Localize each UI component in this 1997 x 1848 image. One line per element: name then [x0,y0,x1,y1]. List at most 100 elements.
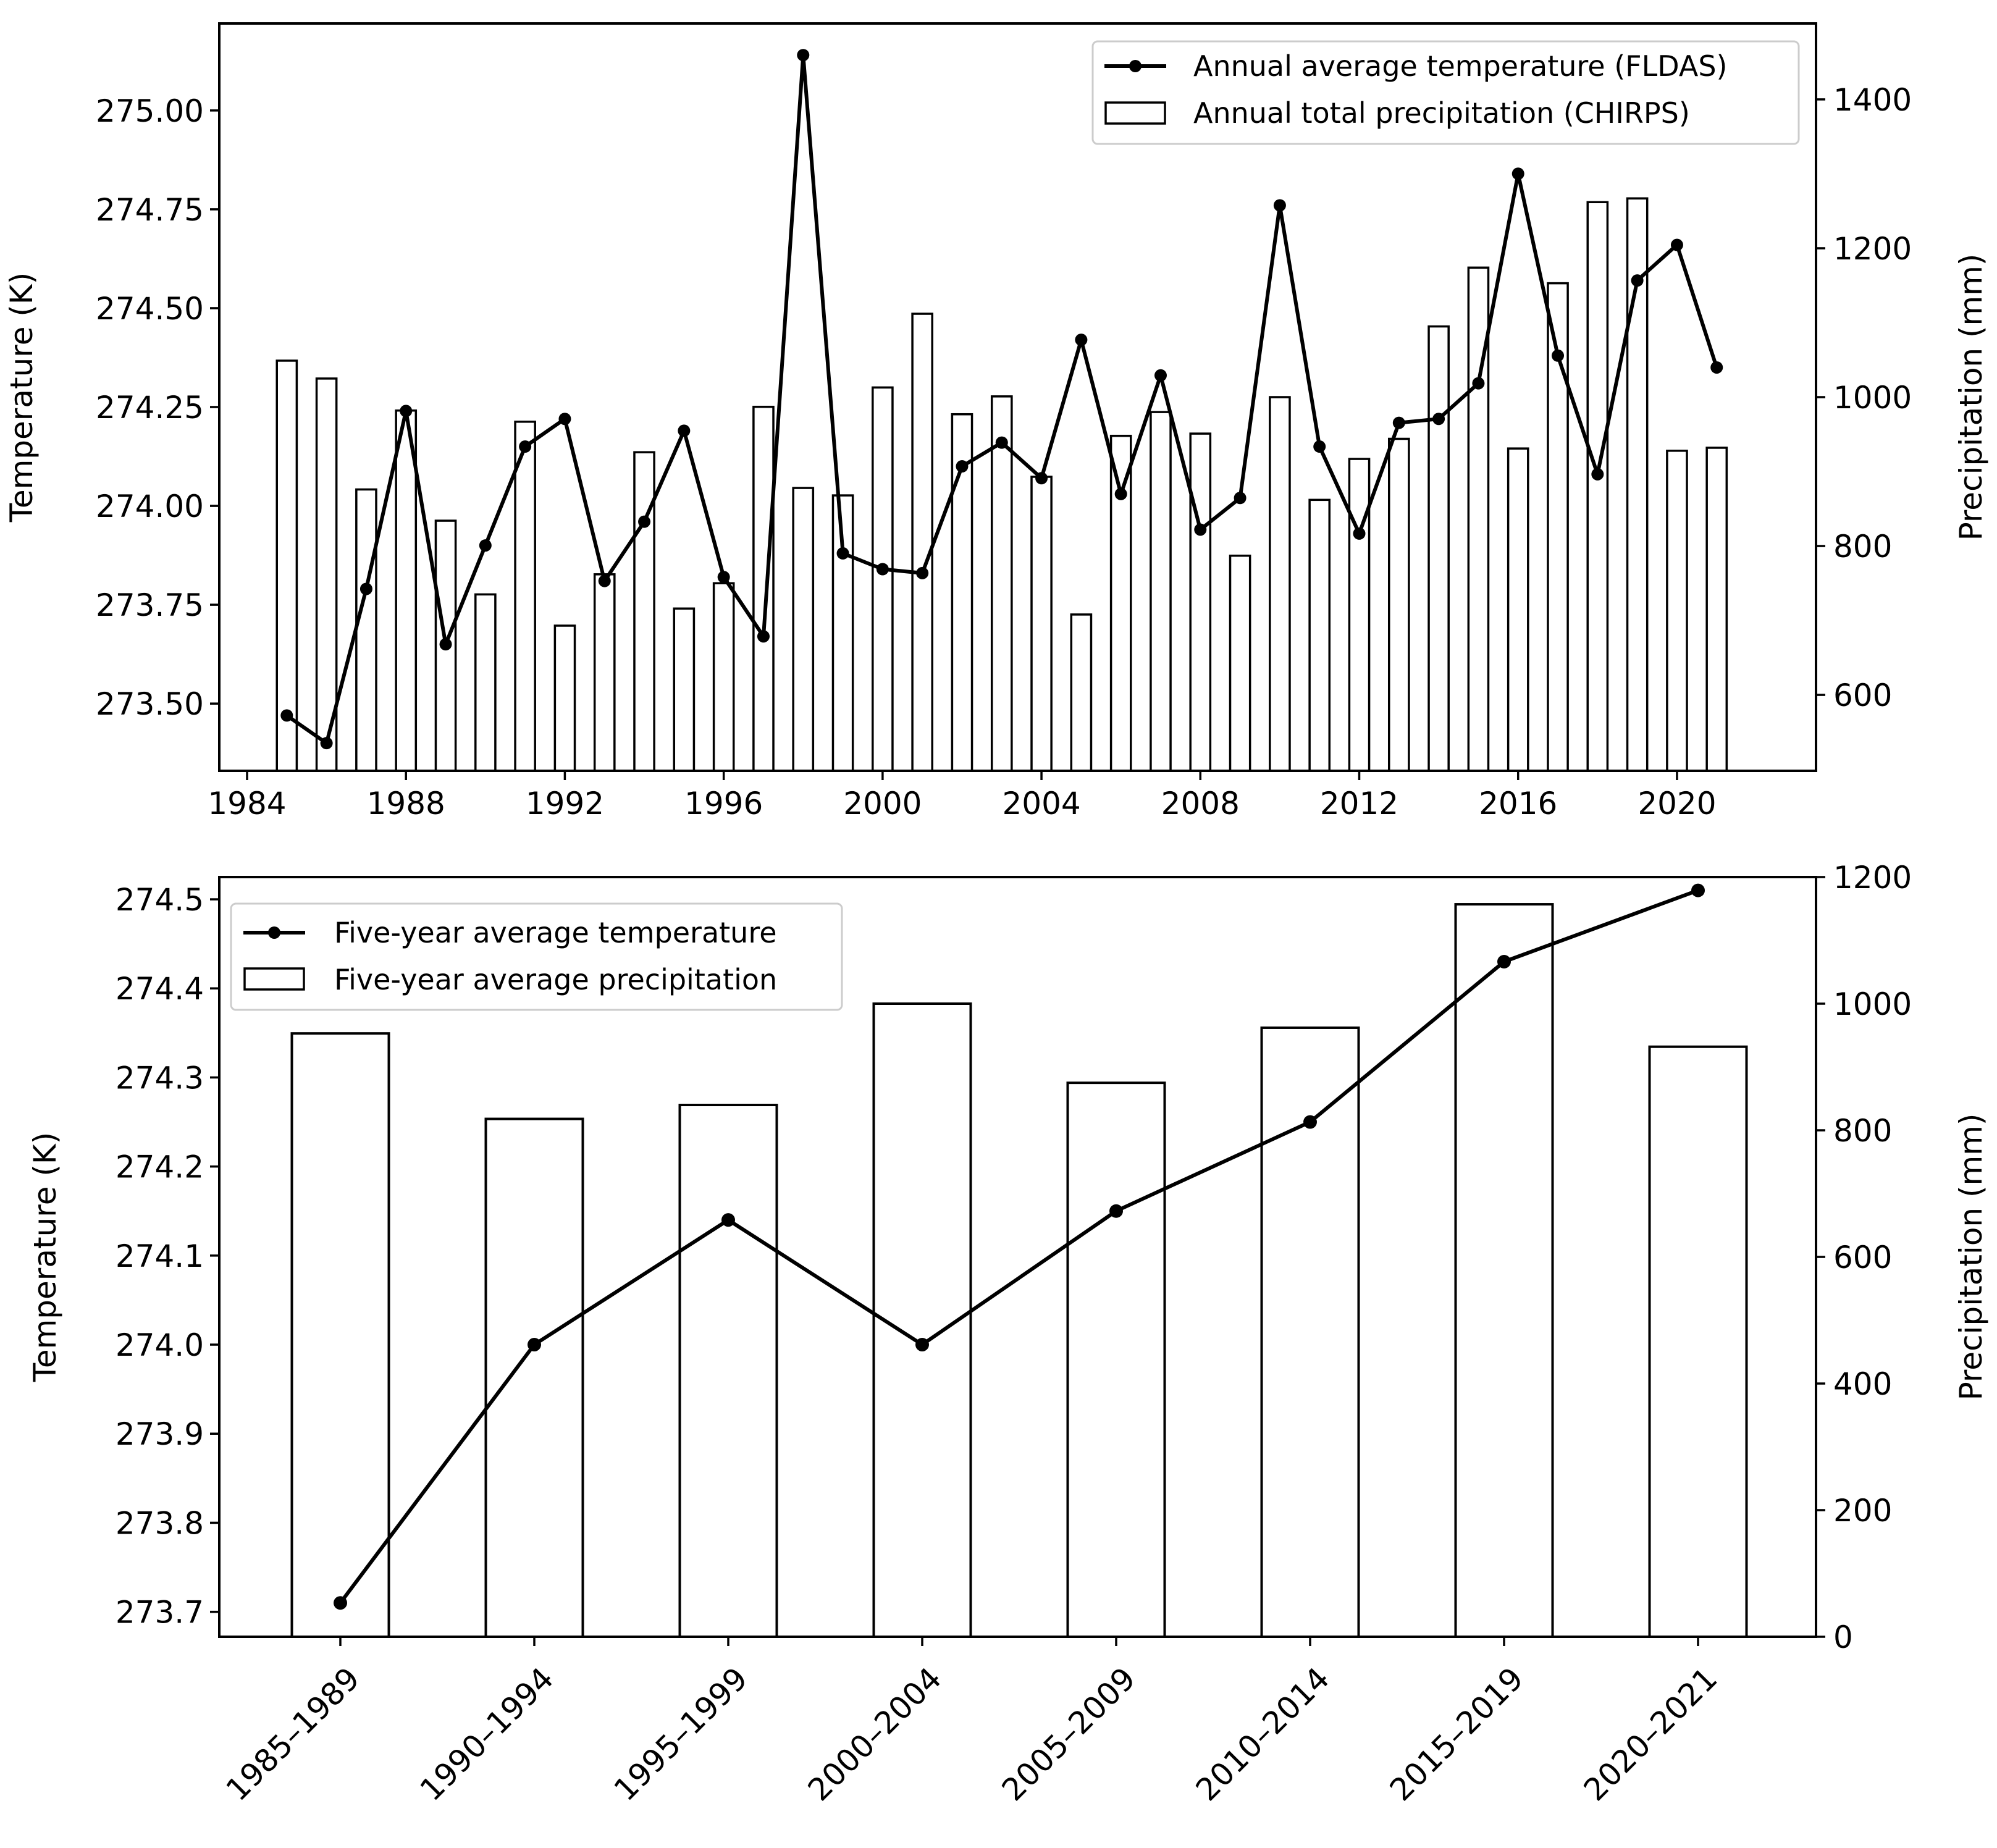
right-tick-label-800: 800 [1833,529,1892,565]
five-year-right-tick-label-200: 200 [1833,1493,1892,1529]
temperature-point-1996 [717,571,730,584]
five-year-right-axis: 0 200 400 600 800 1000 1200 [1816,860,1912,1655]
five-year-precipitation-bar-7 [1648,1045,1748,1638]
left-tick-label-274.25: 274.25 [96,390,204,426]
temperature-point-2017 [1552,349,1565,362]
x-tick-label-1992: 1992 [526,786,604,821]
temperature-point-1990 [479,539,492,552]
five-year-left-axis-title: Temperature (K) [27,1132,63,1382]
temperature-point-2008 [1194,523,1207,536]
precipitation-bar-1992 [553,624,576,772]
precipitation-bar-2010 [1269,396,1291,772]
annual-legend-marker-swatch [1129,60,1141,72]
precipitation-bar-2016 [1507,447,1529,772]
temperature-point-2006 [1114,487,1127,500]
five-year-legend-marker-swatch [268,926,280,939]
five-year-precipitation-bar-2 [678,1104,778,1638]
five-year-temperature-point-7 [1691,883,1705,897]
five-year-precipitation-bar-5 [1260,1026,1360,1638]
x-tick-label-2016: 2016 [1479,786,1557,821]
temperature-point-1994 [638,515,651,528]
annual-precipitation-bars [275,197,1728,772]
temperature-point-2021 [1710,361,1723,374]
five-year-precipitation-bar-6 [1454,903,1554,1638]
left-tick-label-273.50: 273.50 [96,686,204,722]
temperature-point-2001 [916,566,929,579]
temperature-point-2012 [1353,527,1366,540]
annual-legend-box [1091,40,1800,145]
temperature-point-1986 [320,737,333,750]
annual-x-axis: 1984 1988 1992 1996 2000 2004 2008 2012 2016 2020 [208,771,1717,821]
five-year-left-tick-label-273.8: 273.8 [116,1505,204,1541]
x-tick-label-1996: 1996 [684,786,763,821]
temperature-point-2009 [1234,492,1247,505]
five-year-temperature-point-5 [1303,1115,1317,1129]
precipitation-bar-1997 [752,405,775,772]
temperature-point-2013 [1392,416,1405,429]
annual-legend-precipitation-label: Annual total precipitation (CHIRPS) [1193,96,1690,130]
precipitation-bar-2000 [872,386,894,772]
temperature-point-1992 [558,413,571,426]
precipitation-bar-1987 [355,488,377,772]
five-year-right-tick-label-800: 800 [1833,1113,1892,1149]
annual-left-axis-title: Temperature (K) [4,272,40,523]
temperature-point-2003 [995,436,1008,449]
temperature-point-2000 [876,563,889,576]
temperature-point-1997 [757,630,770,643]
temperature-point-2005 [1075,334,1088,346]
five-year-legend-box [230,902,843,1011]
x-tick-label-2012: 2012 [1320,786,1398,821]
five-year-left-tick-label-274.0: 274.0 [116,1327,204,1363]
temperature-point-2016 [1511,167,1524,180]
five-year-left-tick-label-274.1: 274.1 [116,1238,204,1274]
x-tick-label-2000: 2000 [843,786,922,821]
five-year-legend-precipitation-label: Five-year average precipitation [334,963,777,996]
five-year-right-tick-label-1200: 1200 [1833,860,1912,896]
x-tick-label-2004: 2004 [1002,786,1080,821]
temperature-point-2011 [1313,440,1326,453]
x-tick-label-1984: 1984 [208,786,286,821]
precipitation-bar-2008 [1189,432,1212,772]
precipitation-bar-1998 [792,487,815,772]
five-year-right-tick-label-400: 400 [1833,1366,1892,1402]
temperature-point-1995 [678,424,691,437]
precipitation-bar-1991 [514,421,536,772]
five-year-left-tick-label-274.3: 274.3 [116,1060,204,1096]
five-year-temperature-point-1 [528,1338,541,1352]
temperature-point-2010 [1273,199,1286,212]
right-tick-label-600: 600 [1833,678,1892,713]
temperature-point-2018 [1591,468,1604,481]
precipitation-bar-1993 [593,573,616,772]
five-year-legend-temperature-label: Five-year average temperature [334,916,777,949]
x-tick-label-2008: 2008 [1161,786,1240,821]
five-year-temperature-point-2 [721,1213,735,1227]
five-year-right-tick-label-1000: 1000 [1833,986,1912,1022]
precipitation-bar-2002 [951,413,973,772]
five-year-legend: Five-year average temperature Five-year … [230,902,843,1011]
precipitation-bar-2012 [1348,458,1371,772]
left-tick-label-273.75: 273.75 [96,587,204,623]
left-tick-label-274.75: 274.75 [96,192,204,228]
precipitation-bar-2013 [1387,437,1410,772]
precipitation-bar-2009 [1229,554,1251,772]
precipitation-bar-2021 [1705,447,1728,772]
precipitation-bar-2018 [1586,201,1609,772]
five-year-legend-bar-swatch [243,967,305,991]
precipitation-bar-1994 [633,451,655,772]
five-year-left-tick-label-273.9: 273.9 [116,1416,204,1452]
right-tick-label-1000: 1000 [1833,380,1912,416]
temperature-point-2002 [956,460,969,473]
five-year-right-axis-title: Precipitation (mm) [1953,1114,1989,1401]
left-tick-label-274.50: 274.50 [96,291,204,327]
temperature-point-2004 [1035,472,1048,485]
annual-right-axis: 600 800 1000 1200 1400 [1816,82,1912,713]
temperature-point-1987 [359,582,372,595]
temperature-point-1988 [400,405,413,418]
five-year-left-tick-label-274.5: 274.5 [116,882,204,918]
temperature-point-1985 [280,709,293,722]
annual-right-axis-title: Precipitation (mm) [1953,254,1989,541]
precipitation-bar-2001 [911,313,933,772]
five-year-precipitation-bar-0 [290,1032,390,1639]
temperature-point-2020 [1670,238,1683,251]
